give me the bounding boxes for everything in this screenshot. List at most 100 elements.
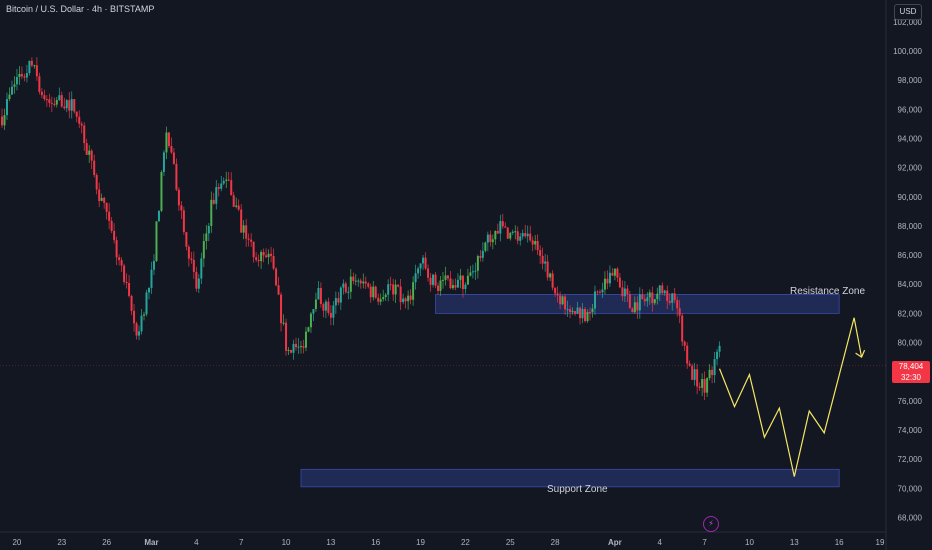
candle-body [678, 308, 681, 316]
candle-body [302, 346, 305, 348]
price-tick-13: 76,000 [898, 397, 923, 406]
candle-body [175, 163, 178, 190]
candle-body [412, 282, 415, 300]
candle-body [155, 221, 158, 261]
candle-body [459, 275, 462, 280]
candle-body [143, 314, 146, 316]
candle-body [100, 197, 103, 201]
price-tick-4: 94,000 [898, 134, 923, 143]
candle-body [382, 297, 385, 300]
candle-body [551, 273, 554, 288]
candle-body [222, 180, 225, 184]
candle-body [364, 281, 367, 284]
candle-body [227, 179, 230, 181]
candle-body [215, 187, 218, 204]
candle-body [608, 272, 611, 284]
candle-body [626, 288, 629, 295]
candle-body [110, 220, 113, 232]
zone-rect-1 [300, 468, 840, 488]
time-tick-3: Mar [144, 538, 158, 547]
price-tick-3: 96,000 [898, 105, 923, 114]
candle-body [235, 205, 238, 207]
candle-body [491, 239, 494, 243]
candle-body [439, 280, 442, 291]
candle-body [105, 202, 108, 212]
candle-body [349, 276, 352, 292]
last-price-value: 78,404 [898, 362, 924, 371]
time-tick-4: 4 [194, 538, 199, 547]
candle-body [50, 102, 53, 104]
candle-body [524, 233, 527, 237]
candle-body [8, 94, 11, 100]
candle-body [162, 152, 165, 172]
candle-body [115, 240, 118, 258]
candle-body [150, 269, 153, 288]
candle-body [285, 322, 288, 351]
candle-body [30, 60, 33, 66]
candle-body [70, 99, 73, 111]
candle-body [327, 301, 330, 313]
candle-body [232, 195, 235, 207]
projection-layer [0, 317, 886, 477]
candle-body [519, 236, 522, 241]
candle-body [324, 301, 327, 311]
support-zone-label: Support Zone [547, 484, 608, 495]
candle-body [230, 180, 233, 196]
candle-body [643, 299, 646, 302]
candle-body [394, 284, 397, 295]
candle-body [541, 255, 544, 264]
candle-body [641, 294, 644, 300]
candle-body [319, 288, 322, 304]
candle-body [539, 250, 542, 256]
candle-body [314, 299, 317, 310]
currency-button[interactable]: USD [894, 4, 922, 20]
candle-body [561, 296, 564, 305]
candle-body [172, 152, 175, 164]
candle-body [177, 189, 180, 206]
candle-body [613, 268, 616, 276]
candle-body [78, 116, 81, 124]
candle-body [332, 305, 335, 318]
candle-body [481, 250, 484, 258]
candle-body [217, 187, 220, 189]
candle-body [60, 95, 63, 107]
candle-body [454, 285, 457, 288]
candle-body [262, 252, 265, 256]
candle-body [589, 312, 591, 314]
price-tick-8: 86,000 [898, 251, 923, 260]
candle-body [182, 210, 185, 233]
candle-body [237, 205, 240, 210]
candle-body [544, 261, 547, 264]
candle-body [277, 285, 280, 295]
candle-body [160, 171, 163, 211]
candle-body [43, 95, 46, 100]
candle-body [260, 252, 263, 262]
candle-body [247, 238, 250, 240]
candle-body [446, 275, 449, 279]
candle-body [108, 211, 111, 221]
candles-layer [1, 57, 721, 401]
time-tick-7: 13 [326, 538, 335, 547]
candle-body [167, 132, 170, 147]
candle-body [68, 100, 71, 111]
candle-body [556, 293, 559, 296]
candle-body [252, 241, 255, 258]
candle-body [290, 350, 293, 353]
candle-body [5, 99, 8, 116]
candle-body [18, 73, 21, 78]
candle-body [379, 299, 382, 302]
candle-body [579, 307, 582, 319]
candle-body [292, 343, 295, 353]
candle-body [591, 308, 594, 313]
candle-body [397, 284, 400, 287]
candle-body [35, 65, 38, 77]
candle-body [195, 271, 198, 289]
candle-body [83, 125, 86, 144]
lightning-icon[interactable]: ⚡ [703, 516, 719, 532]
candle-body [362, 281, 365, 284]
candle-body [606, 278, 609, 284]
candle-body [125, 281, 128, 284]
candle-body [584, 308, 587, 322]
price-tick-11: 80,000 [898, 339, 923, 348]
